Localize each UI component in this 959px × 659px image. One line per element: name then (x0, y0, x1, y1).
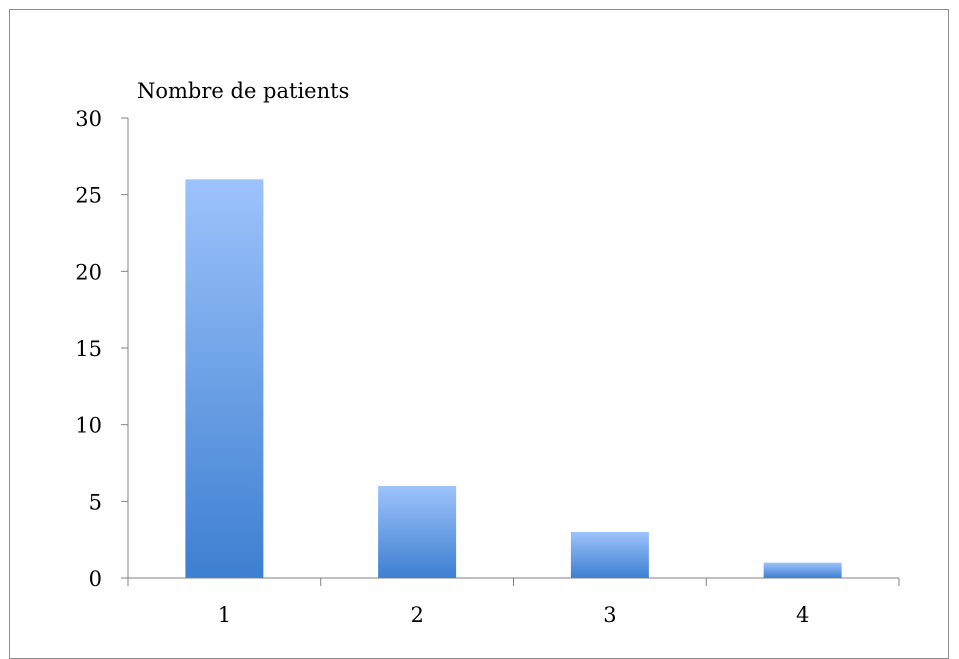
x-tick-labels: 1 2 3 4 (218, 603, 810, 627)
y-tick-labels: 0 5 10 15 20 25 30 (75, 107, 102, 591)
bar-4 (763, 562, 842, 578)
bar-1 (185, 179, 264, 579)
y-tick-label: 20 (75, 260, 102, 284)
y-tick-label: 10 (75, 414, 102, 438)
x-tick-label: 2 (410, 603, 423, 627)
y-tick-label: 0 (89, 567, 102, 591)
x-tick-label: 4 (796, 603, 809, 627)
bar-3 (570, 532, 649, 578)
y-tick-label: 25 (75, 184, 102, 208)
y-tick-label: 30 (75, 107, 102, 131)
axes-layer (121, 117, 900, 586)
chart-frame (9, 9, 949, 659)
bars-layer (185, 179, 842, 579)
y-axis-label: Nombre de patients (137, 79, 349, 103)
y-tick-label: 5 (89, 490, 102, 514)
y-tick-label: 15 (75, 337, 102, 361)
x-tick-label: 1 (218, 603, 231, 627)
x-tick-label: 3 (603, 603, 616, 627)
bar-2 (378, 486, 457, 578)
